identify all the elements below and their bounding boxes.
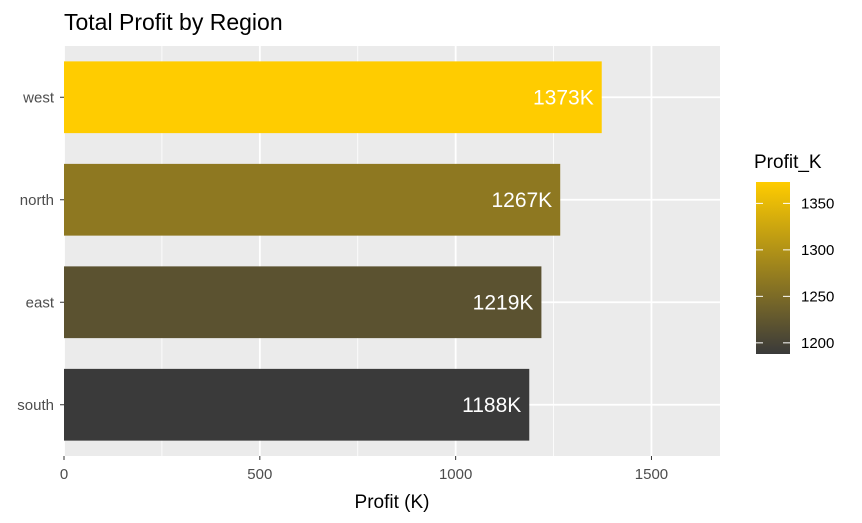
bar-west (64, 61, 602, 134)
legend: Profit_K 1200 1250 1300 1350 (754, 152, 834, 354)
x-tick-label: 500 (247, 466, 272, 483)
bars (64, 61, 602, 441)
x-axis: 0 500 1000 1500 (60, 456, 668, 483)
bar-label-east: 1219K (473, 291, 534, 314)
x-tick-label: 1000 (439, 466, 472, 483)
bar-south (64, 368, 530, 441)
chart-title: Total Profit by Region (64, 9, 283, 35)
legend-tick-label: 1300 (801, 242, 834, 259)
y-tick-label-west: west (22, 89, 55, 106)
y-tick-label-north: north (20, 192, 54, 209)
legend-tick-label: 1350 (801, 195, 834, 212)
legend-title: Profit_K (754, 152, 822, 173)
bar-north (64, 163, 561, 236)
legend-tick-label: 1250 (801, 288, 834, 305)
legend-tick-label: 1200 (801, 335, 834, 352)
legend-colorbar (756, 182, 790, 354)
x-tick-label: 1500 (635, 466, 668, 483)
bar-east (64, 266, 542, 339)
bar-labels: 1373K 1267K 1219K 1188K (462, 86, 594, 417)
y-tick-label-east: east (26, 294, 55, 311)
x-tick-label: 0 (60, 466, 68, 483)
y-tick-label-south: south (17, 397, 54, 414)
bar-label-south: 1188K (462, 394, 521, 417)
legend-ticks: 1200 1250 1300 1350 (756, 195, 834, 352)
bar-label-west: 1373K (533, 86, 594, 109)
x-axis-title: Profit (K) (355, 492, 430, 513)
bar-label-north: 1267K (491, 189, 552, 212)
y-axis: west north east south (17, 89, 64, 414)
